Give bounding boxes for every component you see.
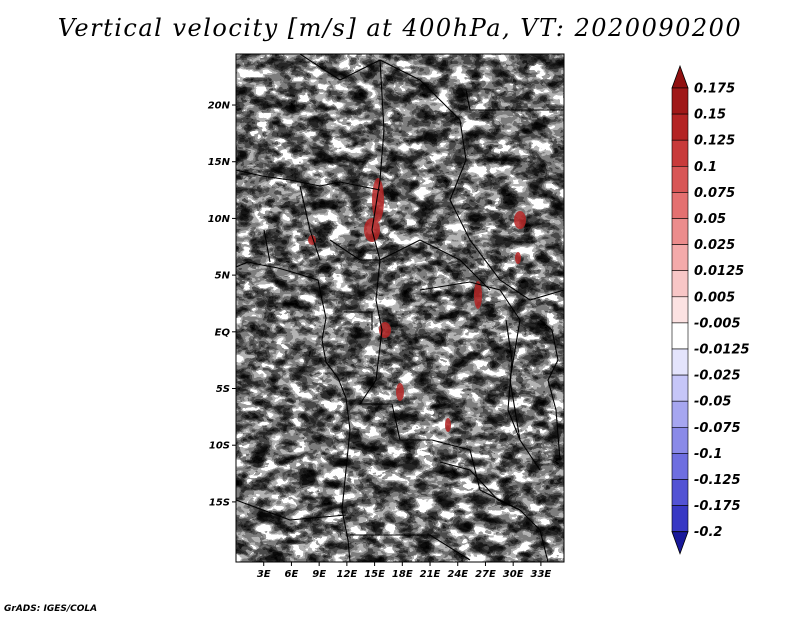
colorbar-swatch	[671, 166, 689, 193]
lon-tick-label: 9E	[312, 569, 326, 580]
colorbar-label: 0.125	[694, 134, 735, 149]
colorbar-label: 0.025	[694, 238, 735, 253]
colorbar-over-triangle	[671, 64, 689, 89]
colorbar-swatch	[671, 479, 689, 506]
colorbar-label: -0.025	[694, 369, 741, 384]
lon-tick-label: 21E	[420, 569, 441, 580]
colorbar-label: 0.15	[694, 108, 726, 123]
colorbar-label: 0.005	[694, 290, 735, 305]
lon-tick-label: 30E	[503, 569, 524, 580]
colorbar-swatch	[671, 453, 689, 480]
colorbar-swatch	[671, 322, 689, 350]
colorbar-swatch	[671, 270, 689, 298]
lon-tick-label: 6E	[285, 569, 299, 580]
colorbar-label: 0.1	[694, 160, 717, 175]
lon-tick-label: 18E	[392, 569, 413, 580]
colorbar-label: 0.175	[694, 82, 735, 97]
colorbar-label: -0.175	[694, 499, 741, 514]
colorbar-label: 0.075	[694, 186, 735, 201]
longitude-axis: 3E 6E 9E 12E 15E 18E 21E 24E 27E 30E 33E	[257, 562, 552, 580]
credit-label: GrADS: IGES/COLA	[4, 604, 98, 614]
map-title: Vertical velocity [m/s] at 400hPa, VT: 2…	[57, 14, 743, 42]
colorbar-swatch	[671, 244, 689, 272]
colorbar-swatch	[671, 374, 689, 402]
lat-tick-label: 5S	[216, 384, 230, 395]
colorbar-swatch	[671, 296, 689, 324]
colorbar-swatch	[671, 87, 689, 115]
lon-tick-label: 33E	[531, 569, 552, 580]
country-borders	[236, 54, 564, 562]
colorbar-swatch	[671, 348, 689, 376]
lat-tick-label: 5N	[215, 271, 231, 282]
colorbar-label: -0.005	[694, 316, 741, 331]
colorbar: 0.175 0.15 0.125 0.1 0.075 0.05 0.025 0.0125 0.0…	[671, 64, 750, 555]
lat-tick-label: 15N	[208, 157, 231, 168]
lon-tick-label: 15E	[364, 569, 385, 580]
colorbar-swatch	[671, 139, 689, 167]
colorbar-label: -0.075	[694, 421, 741, 436]
latitude-axis: 20N 15N 10N 5N EQ 5S 10S 15S	[208, 101, 236, 508]
colorbar-label: -0.0125	[694, 343, 750, 358]
colorbar-label: -0.05	[694, 395, 731, 410]
lon-tick-label: 24E	[447, 569, 468, 580]
lon-tick-label: 27E	[475, 569, 496, 580]
colorbar-label: -0.125	[694, 473, 741, 488]
lon-tick-label: 12E	[336, 569, 357, 580]
colorbar-label: 0.05	[694, 212, 726, 227]
lon-tick-label: 3E	[257, 569, 271, 580]
colorbar-swatch	[671, 505, 689, 533]
colorbar-swatch	[671, 218, 689, 245]
colorbar-label: 0.0125	[694, 264, 744, 279]
vertical-velocity-field	[236, 54, 564, 562]
colorbar-swatch	[671, 192, 689, 219]
lat-tick-label: 10S	[209, 441, 230, 452]
lat-tick-label: 15S	[209, 497, 230, 508]
plot-frame	[235, 53, 565, 563]
ascending-motion-layer	[236, 54, 564, 562]
colorbar-under-triangle	[671, 531, 689, 555]
colorbar-swatch	[671, 400, 689, 428]
colorbar-swatch	[671, 113, 689, 141]
lat-tick-label: 20N	[208, 101, 231, 112]
colorbar-label: -0.1	[694, 447, 722, 462]
colorbar-swatch	[671, 426, 689, 454]
colorbar-label: -0.2	[694, 525, 722, 540]
lat-tick-label: 10N	[208, 214, 231, 225]
lat-tick-label: EQ	[215, 327, 231, 338]
